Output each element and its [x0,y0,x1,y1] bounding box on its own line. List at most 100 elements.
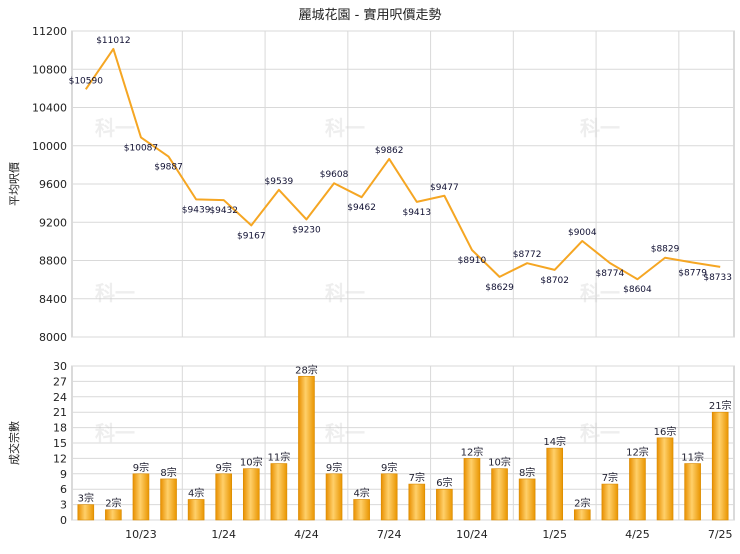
bar-data-label: 14宗 [543,435,566,448]
bar-transactions [105,509,122,521]
line-series-price [84,47,721,281]
bar-y-tick-label: 15 [53,437,67,450]
chart-title: 麗城花園 - 實用呎價走勢 [298,8,442,23]
bar-data-label: 6宗 [436,476,452,489]
bar-y-tick-label: 18 [53,422,67,435]
line-data-label: $10087 [124,143,158,153]
watermark-text: 科一 [325,116,365,140]
line-y-tick-label: 10800 [32,63,67,76]
bar-transactions [325,473,343,521]
bar-data-label: 4宗 [353,486,369,499]
line-data-label: $11012 [96,36,130,46]
watermark-text: 科一 [325,281,365,305]
bar-data-label: 8宗 [519,466,535,479]
x-tick-label: 4/24 [294,528,319,541]
bar-transactions [132,473,150,521]
bar-transactions [491,468,508,521]
line-y-tick-label: 8800 [39,255,67,268]
bar-transactions [215,473,233,521]
line-y-tick-label: 10000 [32,140,67,153]
line-data-label: $9539 [265,177,294,187]
watermark-text: 科一 [95,116,135,140]
line-data-label: $9862 [375,146,404,156]
bar-transactions [629,458,646,521]
x-tick-label: 10/23 [125,528,157,541]
bar-y-tick-label: 27 [53,375,67,388]
x-tick-label: 7/25 [708,528,733,541]
line-data-label: $8702 [540,276,569,286]
bar-y-tick-label: 9 [60,468,67,481]
watermark-text: 科一 [95,281,135,305]
line-data-label: $8629 [485,283,514,293]
bar-y-tick-label: 21 [53,406,67,419]
line-data-label: $9887 [154,163,183,173]
bar-transactions [160,478,177,521]
x-tick-label: 10/24 [456,528,488,541]
bar-transactions [242,468,260,521]
line-data-label: $8604 [623,285,652,295]
bar-transactions [711,411,729,521]
bar-transactions [436,488,453,521]
line-data-label: $8829 [651,245,680,255]
line-data-label: $9477 [430,183,459,193]
line-data-label: $9432 [209,206,238,216]
bar-y-tick-label: 0 [60,514,67,527]
line-y-tick-label: 10400 [32,102,67,115]
line-data-label: $8733 [703,273,732,283]
bar-data-label: 12宗 [461,445,484,458]
bar-transactions [353,499,370,521]
bar-transactions [408,483,426,521]
bar-data-label: 16宗 [654,425,677,438]
x-tick-label: 4/25 [625,528,650,541]
bar-y-tick-label: 30 [53,360,67,373]
line-data-label: $8779 [678,269,707,279]
line-y-axis-title: 平均呎價 [7,162,21,206]
line-y-tick-label: 9600 [39,178,67,191]
bar-data-label: 21宗 [709,399,732,412]
bar-data-label: 9宗 [133,461,149,474]
bar-data-label: 28宗 [295,363,318,376]
bar-data-label: 2宗 [574,497,590,510]
bar-data-label: 11宗 [681,451,704,464]
bar-data-label: 2宗 [105,497,121,510]
bar-transactions [684,463,701,521]
line-data-label: $10590 [69,76,104,86]
bar-data-label: 9宗 [326,461,342,474]
line-data-label: $9439 [182,205,211,215]
bar-transactions [298,375,315,521]
watermark-text: 科一 [325,421,365,445]
bar-transactions [77,504,95,521]
bar-data-label: 11宗 [268,451,291,464]
bar-data-label: 4宗 [188,486,204,499]
watermark-text: 科一 [95,421,135,445]
bar-transactions [270,463,288,521]
x-tick-label: 1/25 [542,528,567,541]
bar-data-label: 9宗 [216,461,232,474]
line-data-label: $9167 [237,231,266,241]
watermark-text: 科一 [580,116,620,140]
bar-transactions [187,499,205,521]
bar-y-tick-label: 24 [53,391,67,404]
bar-transactions [518,478,536,521]
x-tick-label: 7/24 [377,528,402,541]
line-y-tick-label: 8000 [39,331,67,344]
line-data-label: $9462 [347,203,376,213]
bar-data-label: 8宗 [160,466,176,479]
line-data-label: $9230 [292,225,321,235]
bar-y-tick-label: 6 [60,483,67,496]
bar-data-label: 3宗 [78,492,94,505]
bar-data-label: 10宗 [240,456,263,469]
bar-data-label: 10宗 [488,456,511,469]
line-y-tick-label: 8400 [39,293,67,306]
bar-transactions [380,473,398,521]
bar-y-axis-title: 成交宗數 [7,421,21,465]
line-data-label: $8910 [458,256,487,266]
line-data-label: $9413 [402,208,431,218]
bar-transactions [463,458,481,521]
line-data-label: $8772 [513,250,542,260]
bar-data-label: 12宗 [626,445,649,458]
bar-y-tick-label: 3 [60,499,67,512]
line-data-label: $9004 [568,228,597,238]
